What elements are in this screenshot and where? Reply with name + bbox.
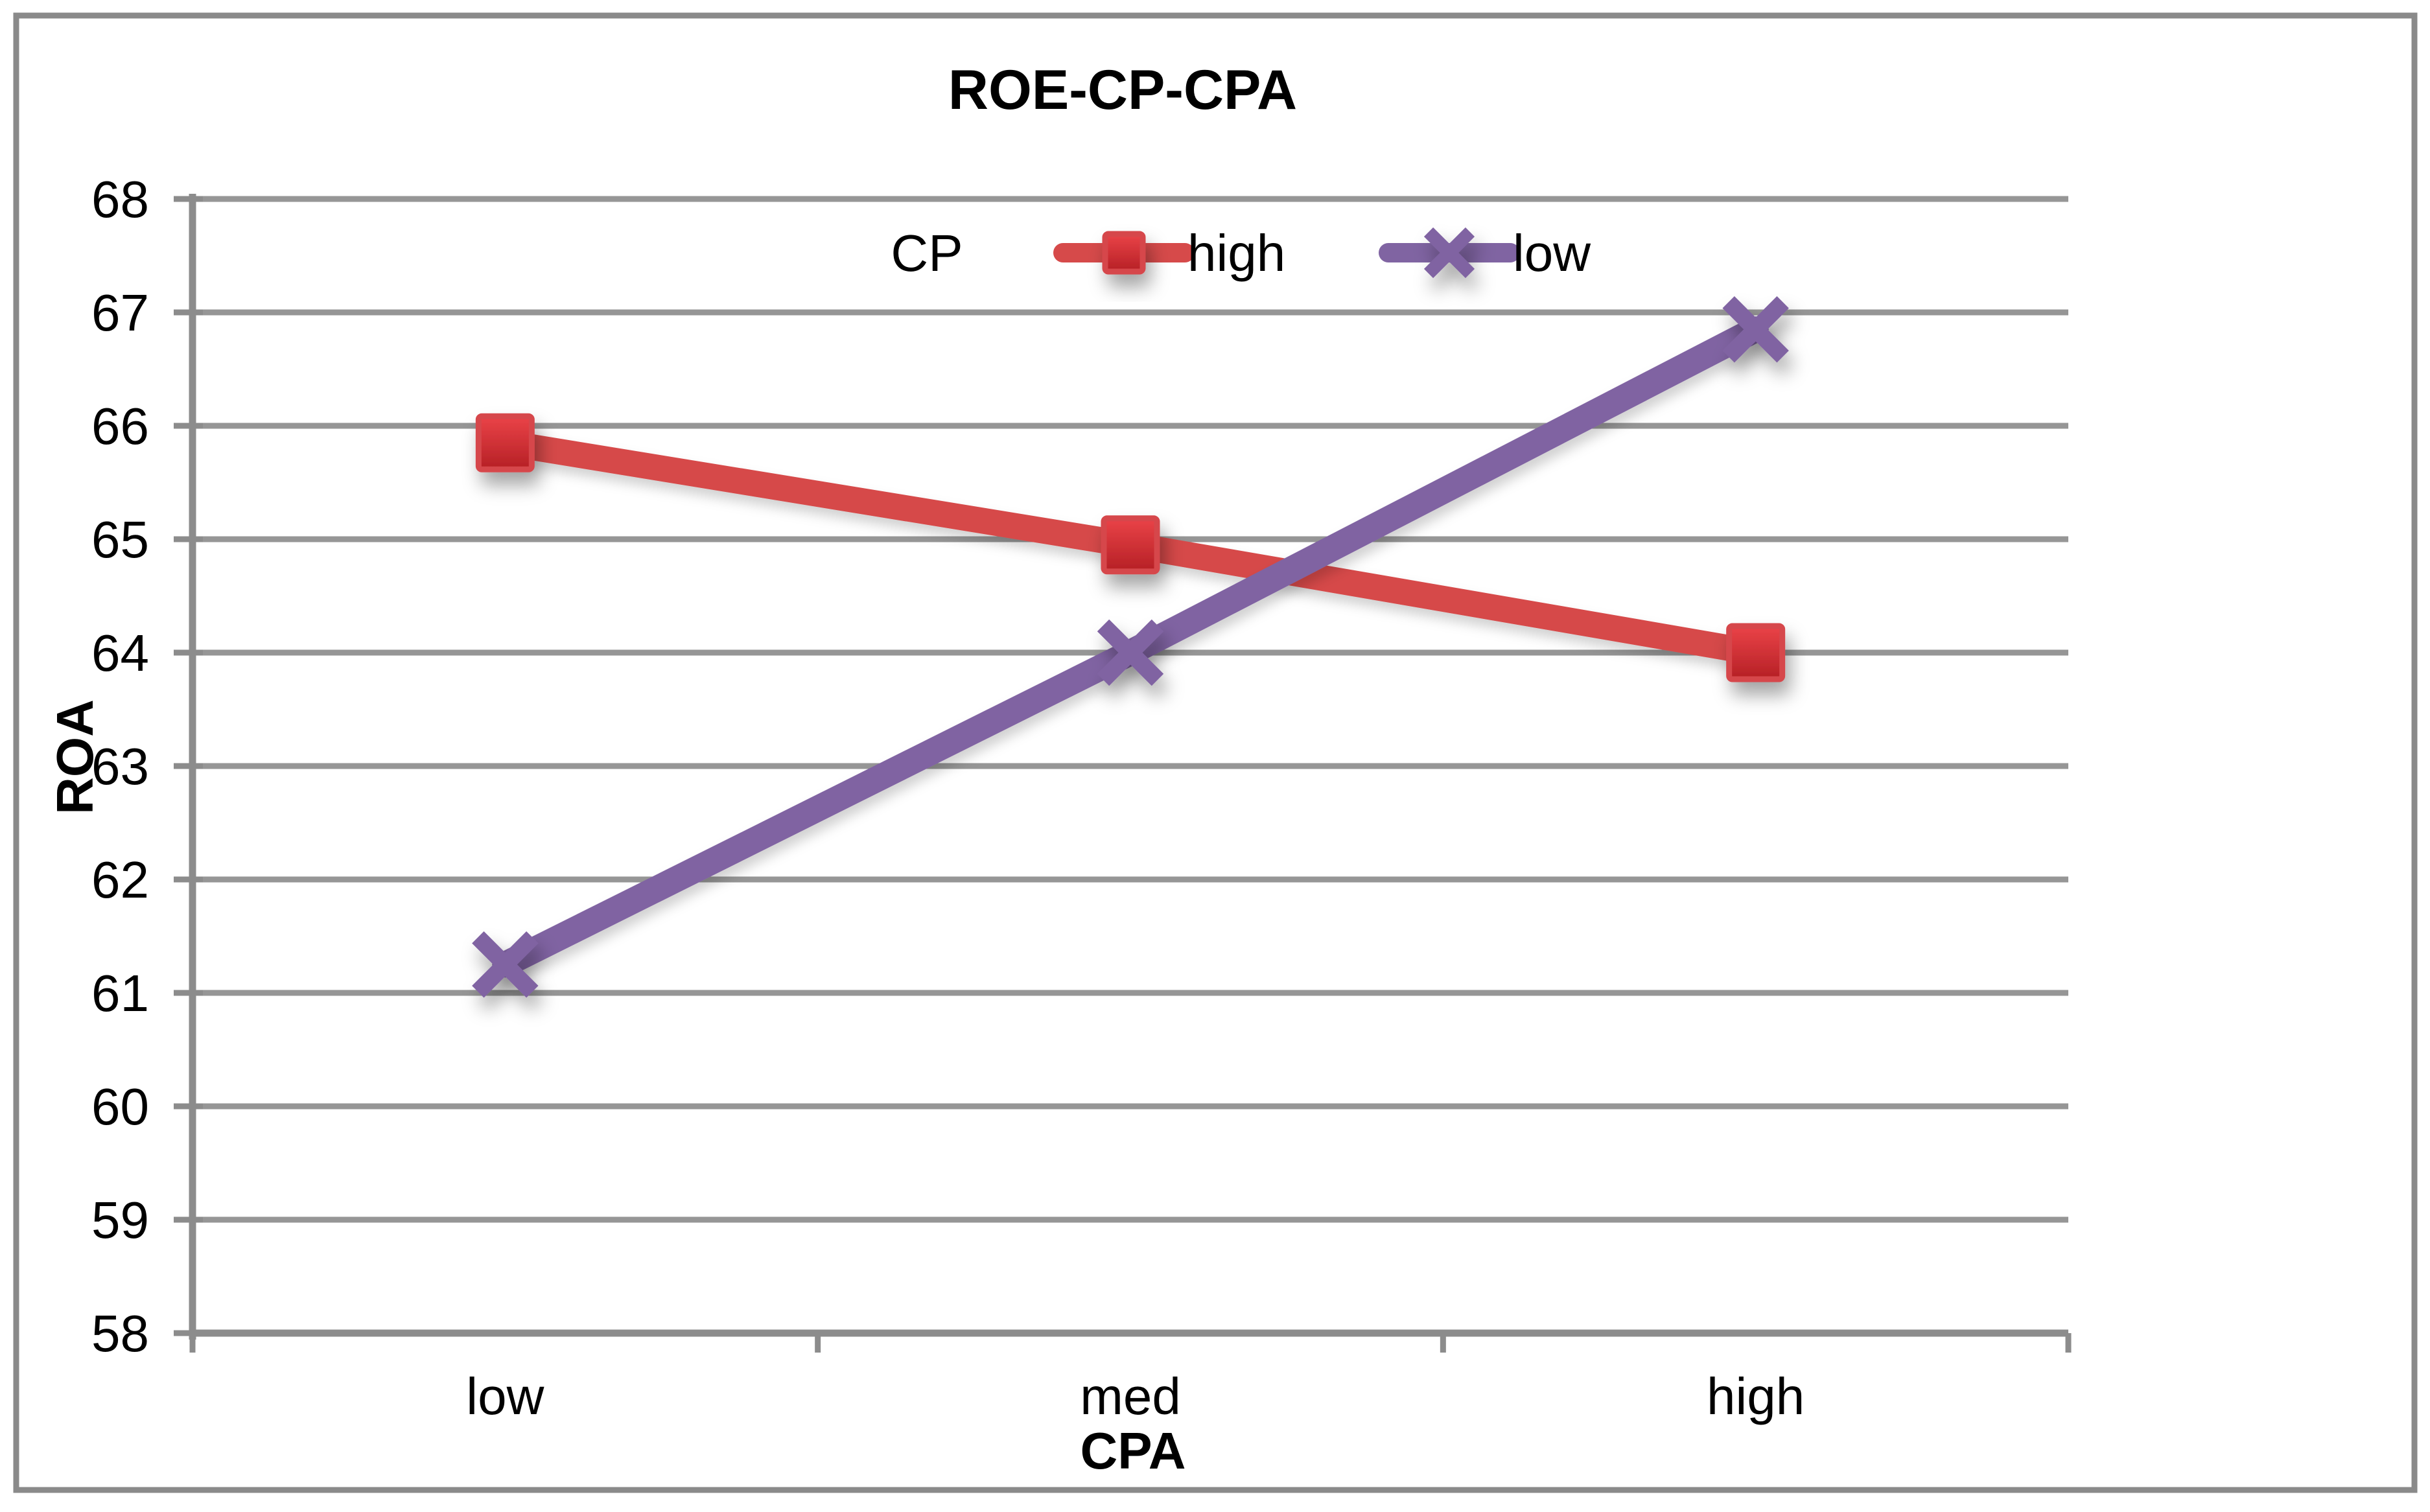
series-low — [472, 296, 1789, 998]
legend-swatches — [1053, 227, 1520, 279]
x-marker-stroke — [1722, 296, 1789, 363]
y-tick-label: 66 — [91, 397, 149, 455]
x-category-label: high — [1707, 1367, 1805, 1425]
figure-border — [13, 12, 2418, 1493]
legend-entry-high-label: high — [1187, 224, 1285, 282]
y-tick-label: 60 — [91, 1078, 149, 1135]
gridlines — [193, 196, 2068, 1336]
x-marker — [1722, 296, 1789, 363]
legend-swatch-high — [1053, 231, 1195, 275]
y-tick-label: 58 — [91, 1305, 149, 1362]
x-marker — [472, 931, 539, 998]
series-layer — [472, 296, 1789, 998]
y-axis-title: ROA — [46, 699, 104, 815]
x-marker — [1097, 619, 1164, 686]
x-marker-stroke — [1423, 227, 1475, 279]
y-tick-label: 68 — [91, 170, 149, 228]
x-marker — [1423, 227, 1475, 279]
y-tick-label: 63 — [91, 738, 149, 795]
x-category-label: med — [1080, 1367, 1181, 1425]
square-marker — [1102, 231, 1146, 275]
y-tick-label: 59 — [91, 1191, 149, 1249]
x-axis-title: CPA — [1081, 1422, 1186, 1480]
legend-entry-low-label: low — [1513, 224, 1591, 282]
legend-swatch-low — [1379, 227, 1520, 279]
y-tick-label: 65 — [91, 511, 149, 568]
y-tick-label: 64 — [91, 624, 149, 682]
square-marker — [1101, 515, 1160, 575]
y-tick-labels: 68 67 66 65 64 63 62 61 60 59 58 — [91, 170, 149, 1362]
x-category-labels: low med high — [466, 1367, 1805, 1425]
y-tick-label: 62 — [91, 851, 149, 909]
series-high — [475, 413, 1786, 682]
y-tick-label: 61 — [91, 964, 149, 1022]
square-marker — [475, 413, 535, 472]
y-tick-label: 67 — [91, 284, 149, 342]
chart-title: ROE-CP-CPA — [948, 59, 1297, 121]
axes — [174, 194, 2072, 1353]
square-marker — [1726, 623, 1786, 682]
x-category-label: low — [466, 1367, 544, 1425]
x-marker-stroke — [472, 931, 539, 998]
x-marker-stroke — [1097, 619, 1164, 686]
legend-title: CP — [891, 224, 963, 282]
